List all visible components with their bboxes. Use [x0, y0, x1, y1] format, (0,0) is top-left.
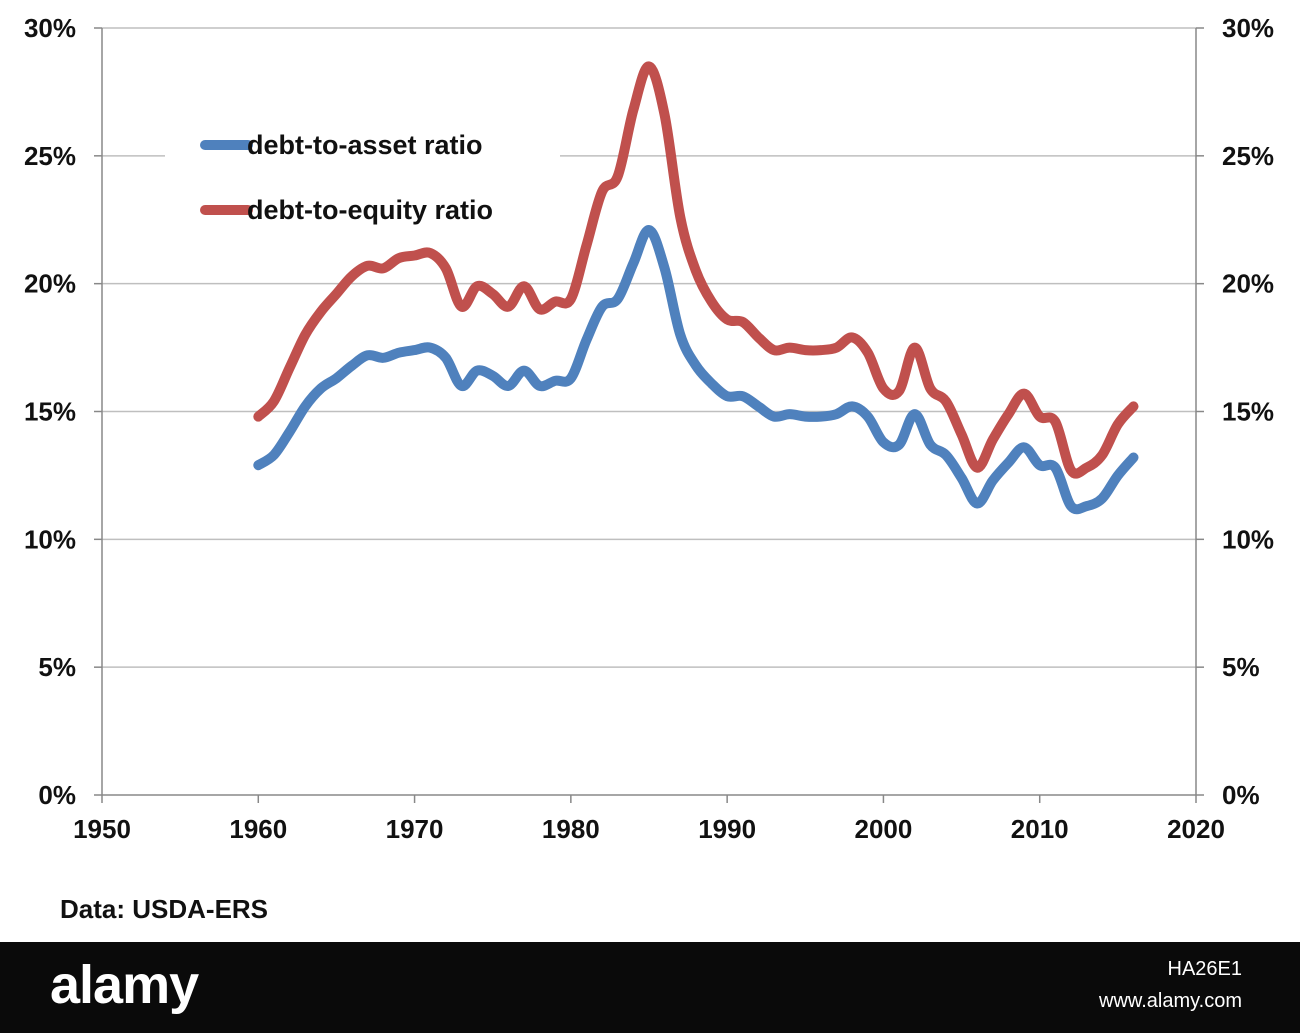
- series-line-debt-to-equity-ratio: [253, 61, 1139, 479]
- y-tick-label-left: 5%: [38, 652, 76, 682]
- y-axis-right-ticks: 0% 5% 10% 15% 20% 25% 30%: [1196, 13, 1274, 810]
- watermark-logo: alamy: [50, 955, 199, 1015]
- x-tick-label: 1950: [73, 814, 131, 844]
- y-tick-label-left: 10%: [24, 524, 76, 554]
- y-axis-left-ticks: 0% 5% 10% 15% 20% 25% 30%: [24, 13, 102, 810]
- x-axis-ticks: 1950 1960 1970 1980 1990 2000 2010 2020: [73, 795, 1225, 844]
- y-tick-label-left: 20%: [24, 269, 76, 299]
- y-tick-label-right: 10%: [1222, 524, 1274, 554]
- series-layer: [253, 61, 1139, 515]
- x-tick-label: 2020: [1167, 814, 1225, 844]
- watermark-image-id: HA26E1: [1167, 958, 1243, 980]
- y-tick-label-right: 20%: [1222, 269, 1274, 299]
- grid-lines: [102, 27, 1196, 668]
- y-tick-label-right: 15%: [1222, 397, 1274, 427]
- x-tick-label: 1980: [542, 814, 600, 844]
- x-tick-label: 2010: [1011, 814, 1069, 844]
- x-tick-label: 2000: [855, 814, 913, 844]
- watermark-bar: alamy HA26E1 www.alamy.com: [0, 942, 1300, 1033]
- legend-label-debt-to-asset-ratio: debt-to-asset ratio: [247, 130, 483, 160]
- y-tick-label-left: 30%: [24, 13, 76, 43]
- legend-label-debt-to-equity-ratio: debt-to-equity ratio: [247, 195, 493, 225]
- y-tick-label-right: 0%: [1222, 780, 1260, 810]
- x-tick-label: 1970: [386, 814, 444, 844]
- x-tick-label: 1990: [698, 814, 756, 844]
- y-tick-label-left: 15%: [24, 397, 76, 427]
- legend: debt-to-asset ratio debt-to-equity ratio: [165, 115, 560, 235]
- x-tick-label: 1960: [229, 814, 287, 844]
- y-tick-label-right: 25%: [1222, 141, 1274, 171]
- watermark-url: www.alamy.com: [1099, 990, 1242, 1012]
- y-tick-label-right: 30%: [1222, 13, 1274, 43]
- y-tick-label-left: 25%: [24, 141, 76, 171]
- series-line-debt-to-asset-ratio: [253, 225, 1139, 515]
- source-note: Data: USDA-ERS: [60, 894, 268, 924]
- line-chart: 0%5%10%15%20%25%30% 0%5%10%15%20%25%30% …: [23, 13, 1275, 924]
- y-tick-label-left: 0%: [38, 780, 76, 810]
- y-tick-label-right: 5%: [1222, 652, 1260, 682]
